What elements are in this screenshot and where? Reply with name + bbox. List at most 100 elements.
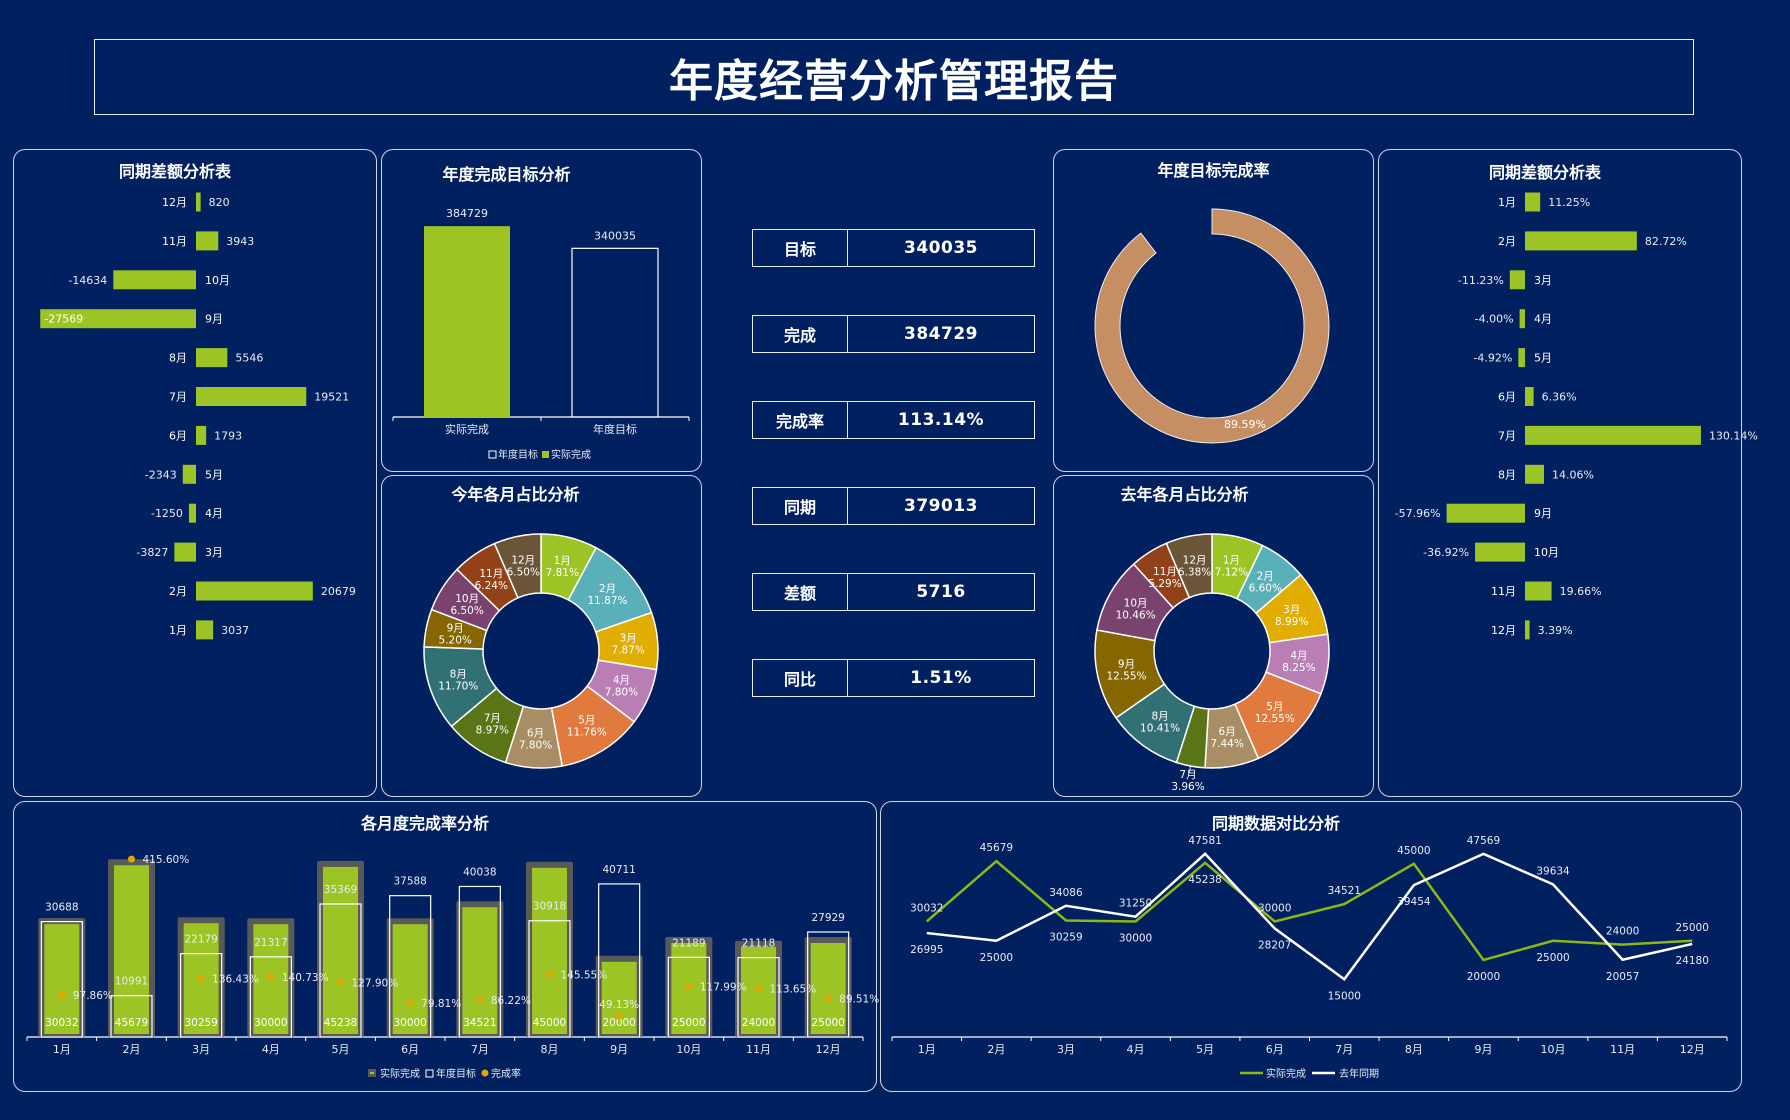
kpi-label: 完成 bbox=[753, 316, 848, 352]
bar-actual bbox=[424, 226, 510, 417]
rate-label: 97.86% bbox=[73, 990, 113, 1002]
bar-actual-label: 25000 bbox=[811, 1017, 844, 1029]
bar bbox=[196, 620, 214, 640]
bar bbox=[1518, 348, 1525, 368]
pie-slice bbox=[493, 533, 542, 599]
pie-slice-label: 2月 bbox=[1257, 571, 1274, 583]
x-tick-label: 7月 bbox=[1335, 1043, 1353, 1056]
bar-value-label: -4.92% bbox=[1473, 352, 1512, 365]
pie-slice-label: 12月 bbox=[511, 554, 535, 566]
bar-actual-label: 30000 bbox=[254, 1017, 287, 1029]
pie-slice-value: 11.87% bbox=[587, 595, 627, 607]
legend-label: 去年同期 bbox=[1339, 1067, 1379, 1080]
pie-slice-label: 10月 bbox=[1124, 597, 1148, 609]
x-tick-label: 年度目标 bbox=[593, 422, 637, 436]
point-label: 30259 bbox=[1049, 932, 1082, 944]
rate-label: 145.55% bbox=[561, 970, 608, 982]
bar-value-label: -3827 bbox=[136, 546, 168, 559]
rate-point bbox=[267, 973, 275, 981]
bar-actual-label: 30259 bbox=[184, 1017, 217, 1029]
bar bbox=[1525, 620, 1530, 640]
pie-slice-value: 8.97% bbox=[476, 725, 509, 737]
bar-actual-label: 45238 bbox=[324, 1017, 357, 1029]
bar bbox=[196, 387, 307, 406]
kpi-value: 384729 bbox=[904, 324, 978, 344]
pie-slice-label: 1月 bbox=[1223, 555, 1240, 567]
kpi-label: 差额 bbox=[753, 574, 848, 610]
bar-category-label: 1月 bbox=[169, 624, 187, 637]
bar-category-label: 2月 bbox=[1498, 235, 1516, 248]
bar-value-label: 3.39% bbox=[1538, 624, 1573, 637]
rate-point bbox=[197, 975, 205, 983]
panel-title: 今年各月占比分析 bbox=[451, 485, 580, 504]
rate-point bbox=[406, 999, 414, 1007]
bar bbox=[40, 309, 196, 329]
bar-value-label: -11.23% bbox=[1458, 274, 1504, 287]
rate-point bbox=[58, 991, 66, 999]
kpi-difference: 差额 5716 bbox=[752, 573, 1035, 611]
report-title: 年度经营分析管理报告 bbox=[669, 56, 1119, 107]
legend-label: 实际完成 bbox=[1266, 1067, 1306, 1080]
x-tick-label: 1月 bbox=[918, 1043, 936, 1056]
pie-slice-value: 11.76% bbox=[567, 727, 607, 739]
point-label: 30000 bbox=[1258, 903, 1291, 915]
pie-slice-label: 11月 bbox=[1153, 566, 1177, 578]
bar-target bbox=[807, 931, 850, 1038]
bar-category-label: 6月 bbox=[169, 429, 187, 442]
leader-lines bbox=[1188, 766, 1191, 773]
legend-label: 实际完成 bbox=[380, 1067, 420, 1080]
rate-label: 117.99% bbox=[700, 982, 747, 994]
bar-category-label: 7月 bbox=[169, 391, 187, 404]
rate-label: 86.22% bbox=[491, 995, 531, 1007]
pie-slice-label: 3月 bbox=[620, 632, 637, 644]
bar-value-label: 3943 bbox=[226, 235, 254, 248]
bar bbox=[196, 192, 201, 212]
bar-category-label: 5月 bbox=[1534, 352, 1552, 365]
bar bbox=[174, 542, 196, 562]
rate-label: 127.90% bbox=[352, 977, 399, 989]
pie-slice-value: 12.55% bbox=[1255, 713, 1295, 725]
pie-slice-value: 7.81% bbox=[546, 567, 579, 579]
bar-value-label: 11.25% bbox=[1548, 196, 1590, 209]
legend-label: 完成率 bbox=[491, 1067, 521, 1080]
point-label: 24000 bbox=[1606, 926, 1639, 938]
rate-point bbox=[685, 983, 693, 991]
pie-slice-label: 1月 bbox=[554, 555, 571, 567]
x-tick-label: 6月 bbox=[1266, 1043, 1284, 1056]
bar bbox=[196, 231, 219, 251]
pie-slice-label: 6月 bbox=[527, 727, 544, 739]
rate-label: 89.51% bbox=[839, 994, 879, 1006]
bar-value-label: 14.06% bbox=[1552, 468, 1594, 481]
point-label: 30032 bbox=[910, 902, 943, 914]
bar-target-label: 40038 bbox=[463, 866, 496, 878]
bar bbox=[196, 581, 313, 601]
bar-category-label: 3月 bbox=[1534, 274, 1552, 287]
point-label: 25000 bbox=[1536, 952, 1569, 964]
bar-value-label: 6.36% bbox=[1542, 391, 1577, 404]
panel-monthly-completion: 各月度完成率分析 bbox=[13, 801, 877, 1092]
kpi-label: 同比 bbox=[753, 660, 848, 696]
legend-swatch-actual-inner bbox=[370, 1072, 374, 1074]
bar-category-label: 11月 bbox=[162, 235, 187, 248]
point-label: 25000 bbox=[980, 952, 1013, 964]
bar bbox=[1525, 387, 1534, 406]
bar-actual-label: 30032 bbox=[45, 1017, 78, 1029]
bar-category-label: 10月 bbox=[205, 274, 230, 287]
panel-diff-pct: 同期差额分析表 bbox=[1378, 149, 1742, 797]
legend-label: 实际完成 bbox=[551, 448, 591, 461]
bar bbox=[188, 503, 196, 523]
x-tick-label: 5月 bbox=[1196, 1043, 1214, 1056]
pie-slice-label: 12月 bbox=[1183, 554, 1207, 566]
bar-value-label: -2343 bbox=[145, 468, 177, 481]
bar bbox=[1519, 309, 1525, 329]
point-label: 45679 bbox=[980, 842, 1013, 854]
pie-slice-label: 11月 bbox=[479, 568, 503, 580]
x-tick-label: 9月 bbox=[1474, 1043, 1492, 1056]
pie-slice-label: 9月 bbox=[447, 623, 464, 635]
bar-target-label: 37588 bbox=[393, 876, 426, 888]
bar-value-label: 20679 bbox=[321, 585, 356, 598]
pie-slice-value: 7.44% bbox=[1210, 738, 1243, 750]
kpi-label: 同期 bbox=[753, 488, 848, 524]
point-label: 30000 bbox=[1119, 933, 1152, 945]
